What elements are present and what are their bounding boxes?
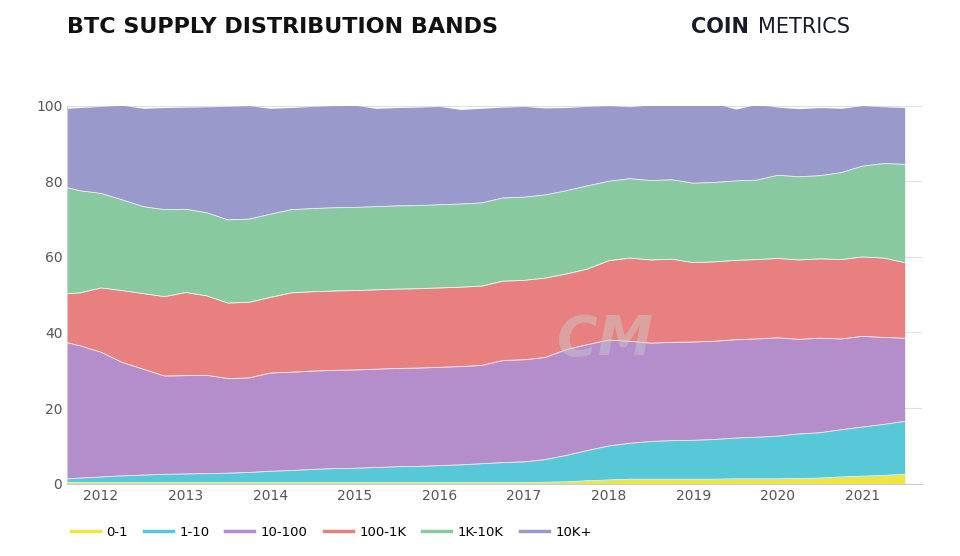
Text: COIN: COIN <box>691 17 749 37</box>
Text: METRICS: METRICS <box>758 17 851 37</box>
Text: BTC SUPPLY DISTRIBUTION BANDS: BTC SUPPLY DISTRIBUTION BANDS <box>67 17 498 37</box>
Text: CM: CM <box>558 313 654 367</box>
Legend: 0-1, 1-10, 10-100, 100-1K, 1K-10K, 10K+: 0-1, 1-10, 10-100, 100-1K, 1K-10K, 10K+ <box>65 520 597 544</box>
